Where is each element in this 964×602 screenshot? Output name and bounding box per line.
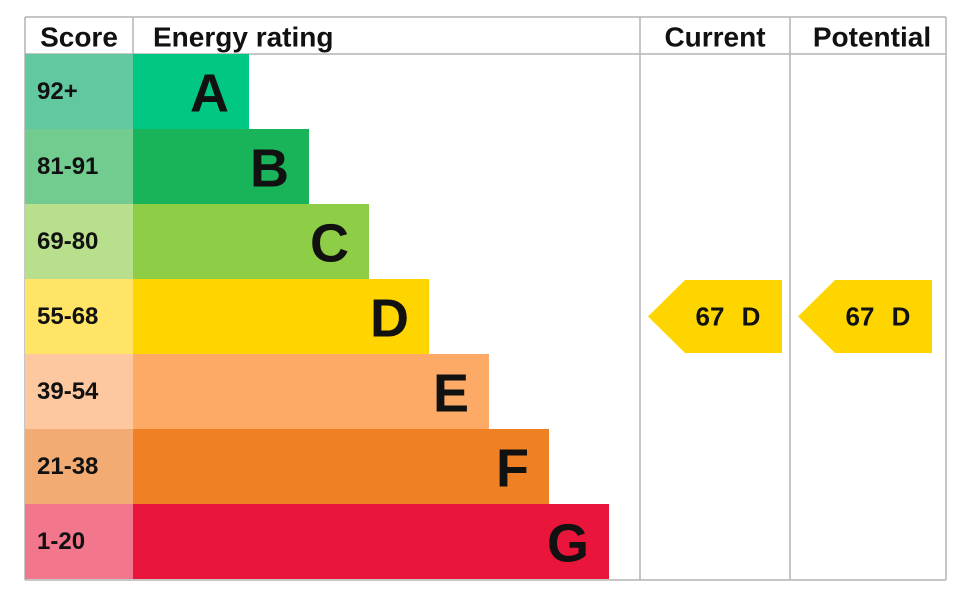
- rating-letter: G: [547, 514, 589, 574]
- score-label: 55-68: [37, 303, 98, 330]
- header-energy-rating: Energy rating: [153, 22, 333, 53]
- header-score: Score: [40, 22, 118, 53]
- score-label: 21-38: [37, 453, 98, 480]
- rating-letter: B: [250, 139, 289, 199]
- rating-bar: [133, 54, 249, 129]
- current-score: 67: [696, 302, 725, 332]
- score-label: 39-54: [37, 378, 99, 405]
- rating-letter: D: [370, 289, 409, 349]
- rating-bar: [133, 129, 309, 204]
- score-label: 92+: [37, 78, 78, 105]
- header-current: Current: [664, 22, 765, 53]
- header-potential: Potential: [813, 22, 931, 53]
- score-label: 81-91: [37, 153, 98, 180]
- rating-bar: [133, 504, 609, 579]
- rating-letter: A: [190, 64, 229, 124]
- rating-bar: [133, 429, 549, 504]
- potential-arrow: [798, 280, 932, 353]
- score-cell: [25, 129, 133, 204]
- rating-letter: F: [496, 439, 529, 499]
- score-cell: [25, 429, 133, 504]
- current-letter: D: [742, 302, 761, 332]
- score-cell: [25, 204, 133, 279]
- score-label: 1-20: [37, 528, 85, 555]
- score-cell: [25, 54, 133, 129]
- potential-letter: D: [892, 302, 911, 332]
- current-arrow: [648, 280, 782, 353]
- score-label: 69-80: [37, 228, 98, 255]
- rating-letter: C: [310, 214, 349, 274]
- rating-bar: [133, 279, 429, 354]
- score-cell: [25, 504, 133, 579]
- rating-bar: [133, 204, 369, 279]
- rating-bar: [133, 354, 489, 429]
- score-cell: [25, 354, 133, 429]
- rating-letter: E: [433, 364, 469, 424]
- score-cell: [25, 279, 133, 354]
- potential-score: 67: [846, 302, 875, 332]
